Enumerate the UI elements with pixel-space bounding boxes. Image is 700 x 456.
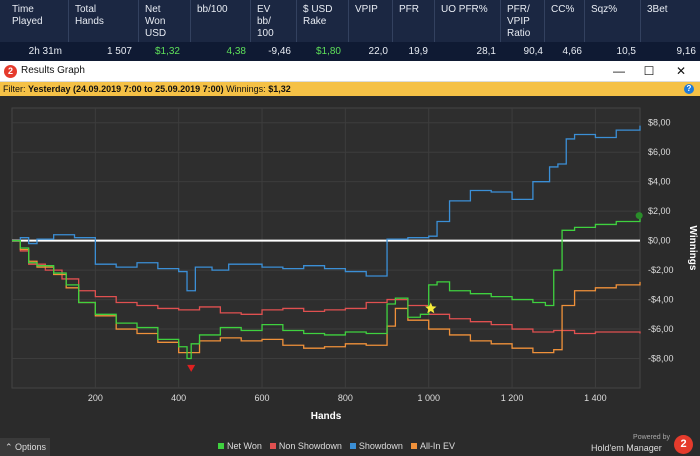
powered-by-label: Powered by [633, 434, 670, 441]
y-axis-label: Winnings [687, 226, 698, 271]
value-vpip: 22,0 [368, 46, 388, 57]
winnings-label: Winnings: [223, 84, 269, 94]
results-chart[interactable]: 200 400 600 800 1 000 1 200 1 400 $8,00 $6,00 $4,… [0, 96, 700, 432]
header-bb100[interactable]: bb/100 [190, 0, 250, 42]
series-line-non-showdown [12, 239, 641, 335]
winnings-value: $1,32 [268, 84, 291, 94]
brand-name: Hold'em Manager [591, 443, 662, 453]
close-button[interactable]: ✕ [675, 64, 687, 78]
filter-bar[interactable]: Filter: Yesterday (24.09.2019 7:00 to 25… [0, 82, 700, 96]
x-tick-label: 1 000 [417, 393, 440, 403]
x-tick-label: 200 [88, 393, 103, 403]
y-tick-label: $8,00 [648, 118, 671, 128]
stats-header-row: Time Played Total Hands Net Won USD bb/1… [0, 0, 700, 42]
y-tick-label: -$2,00 [648, 265, 674, 275]
window-titlebar[interactable]: 2 Results Graph — ☐ ✕ [0, 61, 700, 82]
value-rake: $1,80 [315, 46, 341, 57]
filter-prefix: Filter: [3, 84, 29, 94]
legend-swatch [218, 443, 224, 449]
hm-logo-icon: 2 [4, 65, 17, 78]
legend-item-all-in-ev[interactable]: All-In EV [410, 441, 455, 451]
value-time-played: 2h 31m [28, 46, 62, 57]
help-icon[interactable]: ? [684, 84, 694, 94]
y-tick-label: $2,00 [648, 206, 671, 216]
y-tick-label: -$4,00 [648, 295, 674, 305]
x-tick-label: 1 400 [584, 393, 607, 403]
header-net-won[interactable]: Net Won USD [138, 0, 190, 42]
legend-swatch [349, 443, 356, 449]
header-ev-bb100[interactable]: EV bb/ 100 [250, 0, 296, 42]
x-tick-label: 800 [338, 393, 353, 403]
window-title: Results Graph [21, 65, 85, 76]
legend-label: All-In EV [419, 441, 455, 451]
legend-swatch [269, 443, 276, 449]
bottom-bar: ⌃ Options Net Won Non Showdown Showdown All… [0, 432, 700, 456]
legend-item-showdown[interactable]: Showdown [349, 441, 403, 451]
end-marker [635, 212, 643, 220]
series-line-showdown [12, 125, 641, 292]
chart-legend: Net Won Non Showdown Showdown All-In EV [218, 441, 463, 451]
series-line-net-won [12, 217, 641, 360]
value-cc: 4,66 [562, 46, 582, 57]
value-ev-bb100: -9,46 [268, 46, 291, 57]
value-net-won: $1,32 [154, 46, 180, 57]
legend-swatch [410, 443, 417, 449]
legend-item-non-showdown[interactable]: Non Showdown [269, 441, 342, 451]
options-button[interactable]: ⌃ Options [0, 438, 50, 456]
legend-item-net-won[interactable]: Net Won [218, 441, 262, 451]
value-uo-pfr: 28,1 [476, 46, 496, 57]
header-time-played[interactable]: Time Played [12, 4, 43, 27]
header-total-hands[interactable]: Total Hands [68, 0, 138, 42]
filter-range: Yesterday (24.09.2019 7:00 to 25.09.2019… [28, 84, 224, 94]
header-sqz[interactable]: Sqz% [584, 0, 640, 42]
legend-label: Non Showdown [278, 441, 342, 451]
y-tick-label: $6,00 [648, 147, 671, 157]
header-pfr-vpip-ratio[interactable]: PFR/ VPIP Ratio [500, 0, 544, 42]
legend-label: Net Won [227, 441, 262, 451]
stats-table: Time Played Total Hands Net Won USD bb/1… [0, 0, 700, 61]
y-tick-label: -$8,00 [648, 354, 674, 364]
y-tick-label: -$6,00 [648, 324, 674, 334]
header-cc[interactable]: CC% [544, 0, 584, 42]
value-sqz: 10,5 [616, 46, 636, 57]
x-tick-label: 1 200 [501, 393, 524, 403]
header-pfr[interactable]: PFR [392, 0, 434, 42]
x-tick-label: 400 [171, 393, 186, 403]
chart-svg: 200 400 600 800 1 000 1 200 1 400 $8,00 $6,00 $4,… [11, 107, 698, 422]
x-axis-label: Hands [311, 411, 342, 422]
min-marker [187, 364, 196, 372]
value-total-hands: 1 507 [106, 46, 132, 57]
maximize-button[interactable]: ☐ [643, 64, 655, 78]
minimize-button[interactable]: — [613, 64, 625, 78]
value-3bet: 9,16 [676, 46, 696, 57]
value-pfr: 19,9 [408, 46, 428, 57]
header-vpip[interactable]: VPIP [348, 0, 392, 42]
header-3bet[interactable]: 3Bet [640, 0, 700, 42]
star-marker [425, 302, 437, 314]
hm-brand-logo-icon: 2 [674, 435, 693, 454]
header-uo-pfr[interactable]: UO PFR% [434, 0, 500, 42]
plot-area [11, 107, 641, 389]
y-tick-label: $0,00 [648, 236, 671, 246]
y-tick-label: $4,00 [648, 177, 671, 187]
value-bb100: 4,38 [226, 46, 246, 57]
x-tick-label: 600 [255, 393, 270, 403]
header-rake[interactable]: $ USD Rake [296, 0, 348, 42]
value-pfr-vpip-ratio: 90,4 [523, 46, 543, 57]
legend-label: Showdown [358, 441, 403, 451]
